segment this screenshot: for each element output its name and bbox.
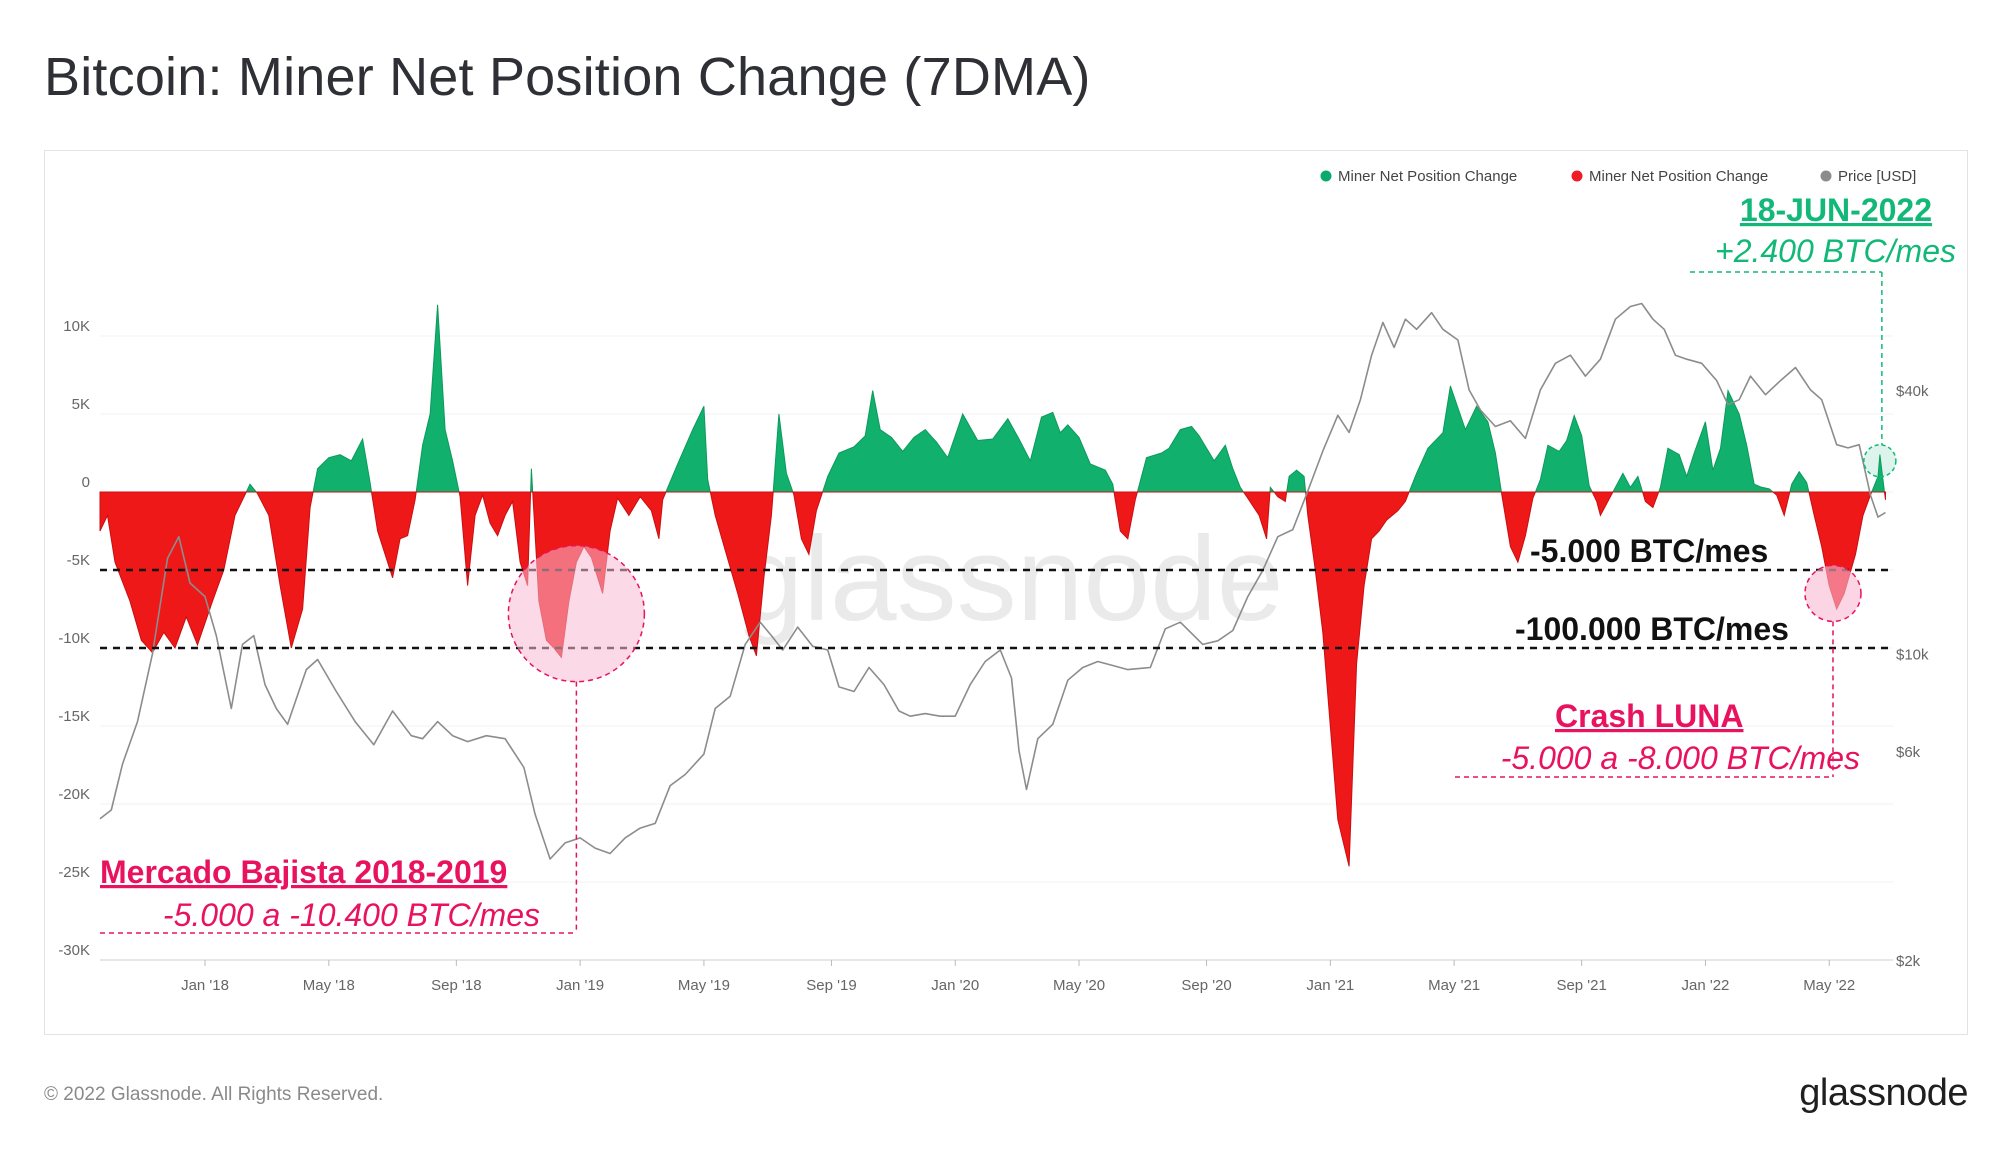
x-tick-label: Jan '21 (1306, 977, 1354, 994)
legend-label: Miner Net Position Change (1589, 168, 1768, 185)
legend-marker (1820, 170, 1832, 182)
x-tick-label: Sep '18 (431, 977, 481, 994)
x-tick-label: Jan '19 (556, 977, 604, 994)
x-tick-label: Sep '20 (1181, 977, 1231, 994)
y-left-tick-label: 10K (63, 318, 90, 335)
reference-line-label: -5.000 BTC/mes (1530, 533, 1768, 569)
x-tick-label: May '20 (1053, 977, 1105, 994)
bear-market-subtitle: -5.000 a -10.400 BTC/mes (163, 897, 540, 933)
legend-item: Price [USD] (1820, 168, 1916, 185)
y-right-tick-label: $40k (1896, 383, 1929, 400)
y-left-tick-label: 5K (72, 396, 90, 413)
jun-title: 18-JUN-2022 (1740, 192, 1932, 228)
legend-label: Miner Net Position Change (1338, 168, 1517, 185)
page-title: Bitcoin: Miner Net Position Change (7DMA… (44, 47, 1091, 107)
x-tick-label: Jan '22 (1681, 977, 1729, 994)
x-tick-label: May '19 (678, 977, 730, 994)
jun-highlight (1863, 444, 1897, 478)
legend-item: Miner Net Position Change (1320, 168, 1517, 185)
legend-marker (1571, 170, 1583, 182)
glassnode-logo: glassnode (1799, 1072, 1968, 1114)
y-left-tick-label: -10K (58, 630, 90, 647)
luna-title: Crash LUNA (1555, 698, 1743, 734)
luna-subtitle: -5.000 a -8.000 BTC/mes (1501, 740, 1860, 776)
reference-line-label: -100.000 BTC/mes (1515, 611, 1789, 647)
bear-market-title: Mercado Bajista 2018-2019 (100, 854, 507, 890)
price-line (99, 302, 1886, 860)
y-left-tick-label: -15K (58, 708, 90, 725)
chart-frame (44, 150, 1968, 1035)
x-tick-label: Sep '19 (806, 977, 856, 994)
x-tick-label: Sep '21 (1556, 977, 1606, 994)
positive-area (100, 304, 1886, 493)
y-right-tick-label: $10k (1896, 647, 1929, 664)
legend-marker (1320, 170, 1332, 182)
x-tick-label: Jan '20 (931, 977, 979, 994)
x-tick-label: May '22 (1803, 977, 1855, 994)
y-right-tick-label: $2k (1896, 953, 1921, 970)
copyright-text: © 2022 Glassnode. All Rights Reserved. (44, 1084, 384, 1105)
y-left-tick-label: -20K (58, 786, 90, 803)
y-right-tick-label: $6k (1896, 744, 1921, 761)
jun-subtitle: +2.400 BTC/mes (1715, 233, 1956, 269)
y-left-tick-label: -30K (58, 942, 90, 959)
y-left-tick-label: -5K (67, 552, 90, 569)
legend-item: Miner Net Position Change (1571, 168, 1768, 185)
watermark: glassnode (736, 512, 1283, 646)
legend-label: Price [USD] (1838, 168, 1916, 185)
x-tick-label: May '21 (1428, 977, 1480, 994)
luna-highlight (1804, 564, 1862, 623)
x-tick-label: May '18 (303, 977, 355, 994)
y-left-tick-label: 0 (82, 474, 90, 491)
y-left-tick-label: -25K (58, 864, 90, 881)
bear-market-highlight (507, 544, 646, 683)
x-tick-label: Jan '18 (181, 977, 229, 994)
